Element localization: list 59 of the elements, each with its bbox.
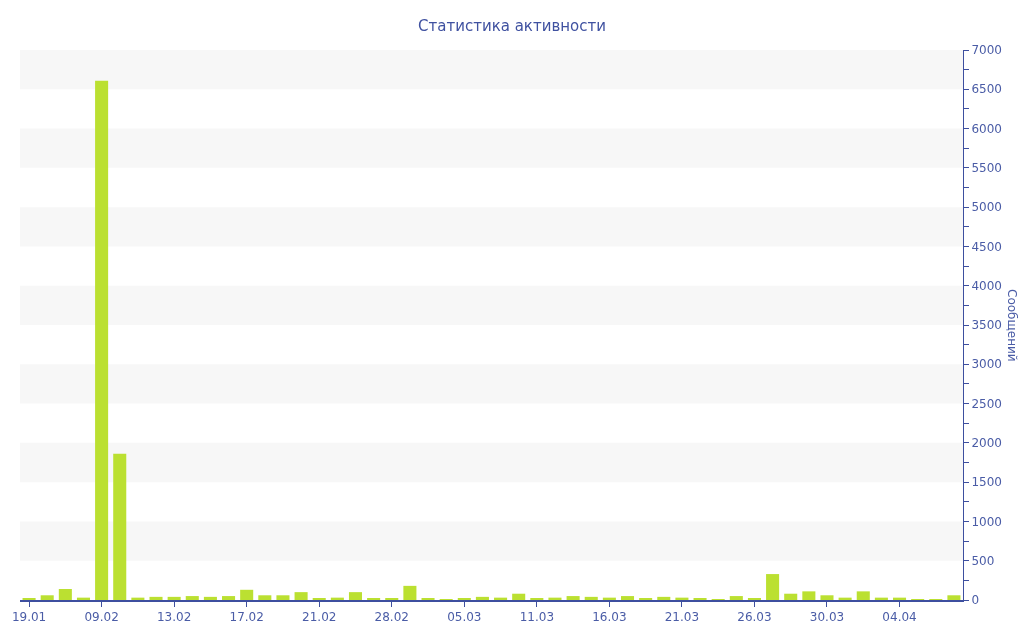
bar	[512, 593, 526, 600]
bar	[258, 595, 272, 600]
x-tick-label: 19.01	[11, 610, 47, 625]
bar	[58, 589, 72, 600]
x-tick-label: 26.03	[737, 610, 772, 625]
y-tick-label: 3000	[971, 357, 1002, 372]
bar	[729, 596, 743, 600]
x-tick-label: 11.03	[519, 610, 555, 625]
bar	[276, 595, 290, 600]
y-tick-label: 1000	[971, 514, 1002, 529]
x-tick-label: 21.02	[302, 610, 337, 625]
y-tick-label: 2000	[971, 436, 1002, 451]
bar	[620, 596, 635, 600]
bar	[947, 595, 961, 600]
y-tick-label: 5500	[971, 161, 1002, 176]
bar	[766, 574, 780, 600]
y-tick-label: 3500	[971, 318, 1002, 333]
bar	[657, 596, 671, 600]
x-tick-label: 09.02	[84, 610, 119, 625]
y-tick-label: 0	[971, 593, 980, 608]
bar	[222, 596, 236, 600]
y-tick-label: 4000	[971, 278, 1002, 293]
bar	[348, 592, 363, 600]
x-tick-label: 04.04	[882, 610, 917, 625]
y-tick-label: 6500	[971, 82, 1002, 97]
bar	[820, 595, 834, 600]
bar	[40, 595, 54, 600]
y-tick-label: 7000	[971, 43, 1002, 58]
x-tick-label: 28.02	[374, 610, 409, 625]
y-tick-label: 2500	[971, 396, 1002, 411]
bar	[185, 596, 199, 600]
bar	[856, 591, 870, 600]
y-axis-title: Сообщений	[1005, 289, 1019, 362]
bar	[784, 593, 798, 600]
bar	[802, 591, 816, 600]
y-tick-label: 4500	[971, 239, 1002, 254]
bar	[167, 596, 181, 600]
y-tick-label: 6000	[971, 121, 1002, 136]
bar	[548, 597, 562, 600]
bar	[294, 592, 308, 600]
x-tick-label: 30.03	[809, 610, 845, 625]
y-tick-label: 500	[971, 553, 995, 568]
x-tick-label: 21.03	[664, 610, 700, 625]
bar	[475, 596, 489, 600]
bar	[149, 596, 163, 600]
y-tick-label: 5000	[971, 200, 1002, 215]
x-tick-label: 05.03	[447, 610, 482, 625]
x-tick-label: 13.02	[156, 610, 192, 625]
bar	[203, 596, 217, 600]
bar	[566, 596, 580, 600]
bar	[240, 589, 254, 600]
y-tick-label: 1500	[971, 475, 1002, 490]
chart-title: Статистика активности	[418, 16, 606, 35]
bar	[113, 453, 127, 600]
bar	[403, 585, 417, 600]
x-tick-label: 17.02	[229, 610, 264, 625]
bar	[95, 80, 109, 600]
bar	[584, 596, 598, 600]
x-tick-label: 16.03	[592, 610, 627, 625]
